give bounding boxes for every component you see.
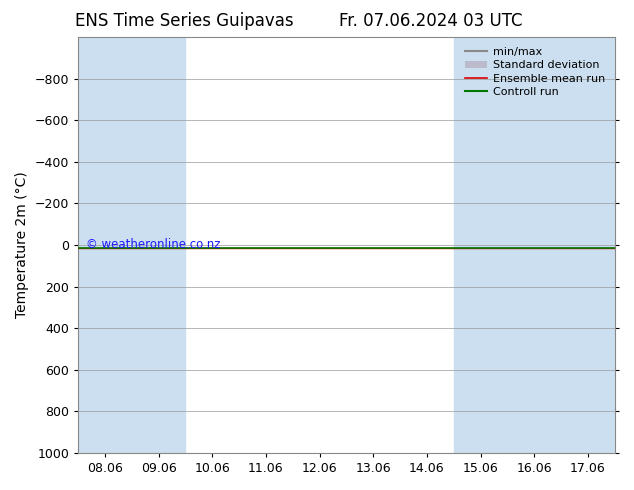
Bar bbox=[507, 37, 561, 453]
Text: Fr. 07.06.2024 03 UTC: Fr. 07.06.2024 03 UTC bbox=[339, 12, 523, 30]
Y-axis label: Temperature 2m (°C): Temperature 2m (°C) bbox=[15, 172, 29, 318]
Legend: min/max, Standard deviation, Ensemble mean run, Controll run: min/max, Standard deviation, Ensemble me… bbox=[460, 43, 609, 101]
Text: © weatheronline.co.nz: © weatheronline.co.nz bbox=[86, 238, 221, 251]
Bar bbox=[78, 37, 132, 453]
Text: ENS Time Series Guipavas: ENS Time Series Guipavas bbox=[75, 12, 293, 30]
Bar bbox=[132, 37, 185, 453]
Bar bbox=[561, 37, 615, 453]
Bar bbox=[454, 37, 507, 453]
